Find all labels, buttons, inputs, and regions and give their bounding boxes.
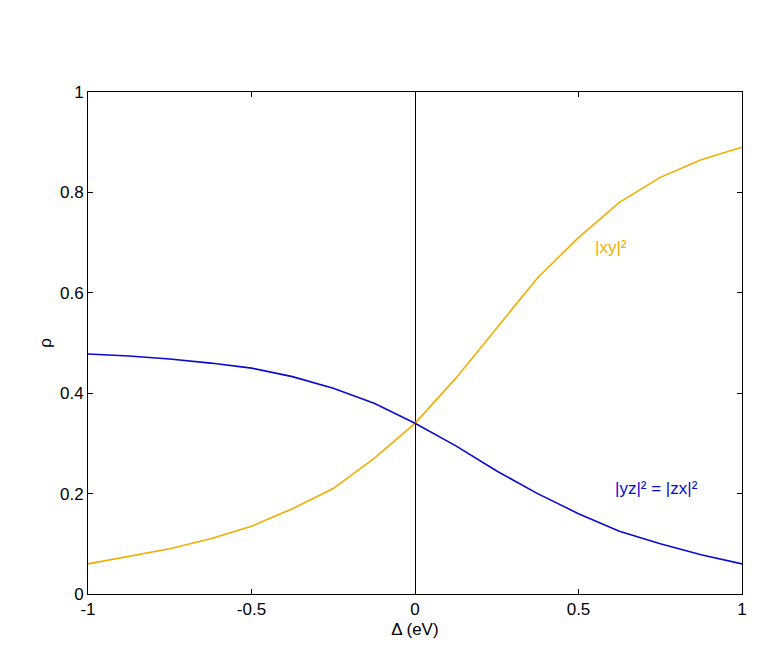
svg-text:-0.5: -0.5 <box>237 600 266 619</box>
svg-text:1: 1 <box>74 83 83 102</box>
svg-text:|xy|²: |xy|² <box>595 238 627 257</box>
svg-text:-1: -1 <box>80 600 95 619</box>
svg-text:|yz|² = |zx|²: |yz|² = |zx|² <box>615 479 698 498</box>
svg-text:1: 1 <box>737 600 746 619</box>
svg-text:Δ (eV): Δ (eV) <box>391 620 438 639</box>
svg-text:0: 0 <box>74 585 83 604</box>
svg-text:0: 0 <box>410 600 419 619</box>
svg-text:ρ: ρ <box>36 338 55 348</box>
svg-text:0.2: 0.2 <box>60 485 84 504</box>
svg-text:0.4: 0.4 <box>60 384 84 403</box>
svg-text:0.5: 0.5 <box>567 600 591 619</box>
svg-text:0.6: 0.6 <box>60 284 84 303</box>
svg-text:0.8: 0.8 <box>60 183 84 202</box>
